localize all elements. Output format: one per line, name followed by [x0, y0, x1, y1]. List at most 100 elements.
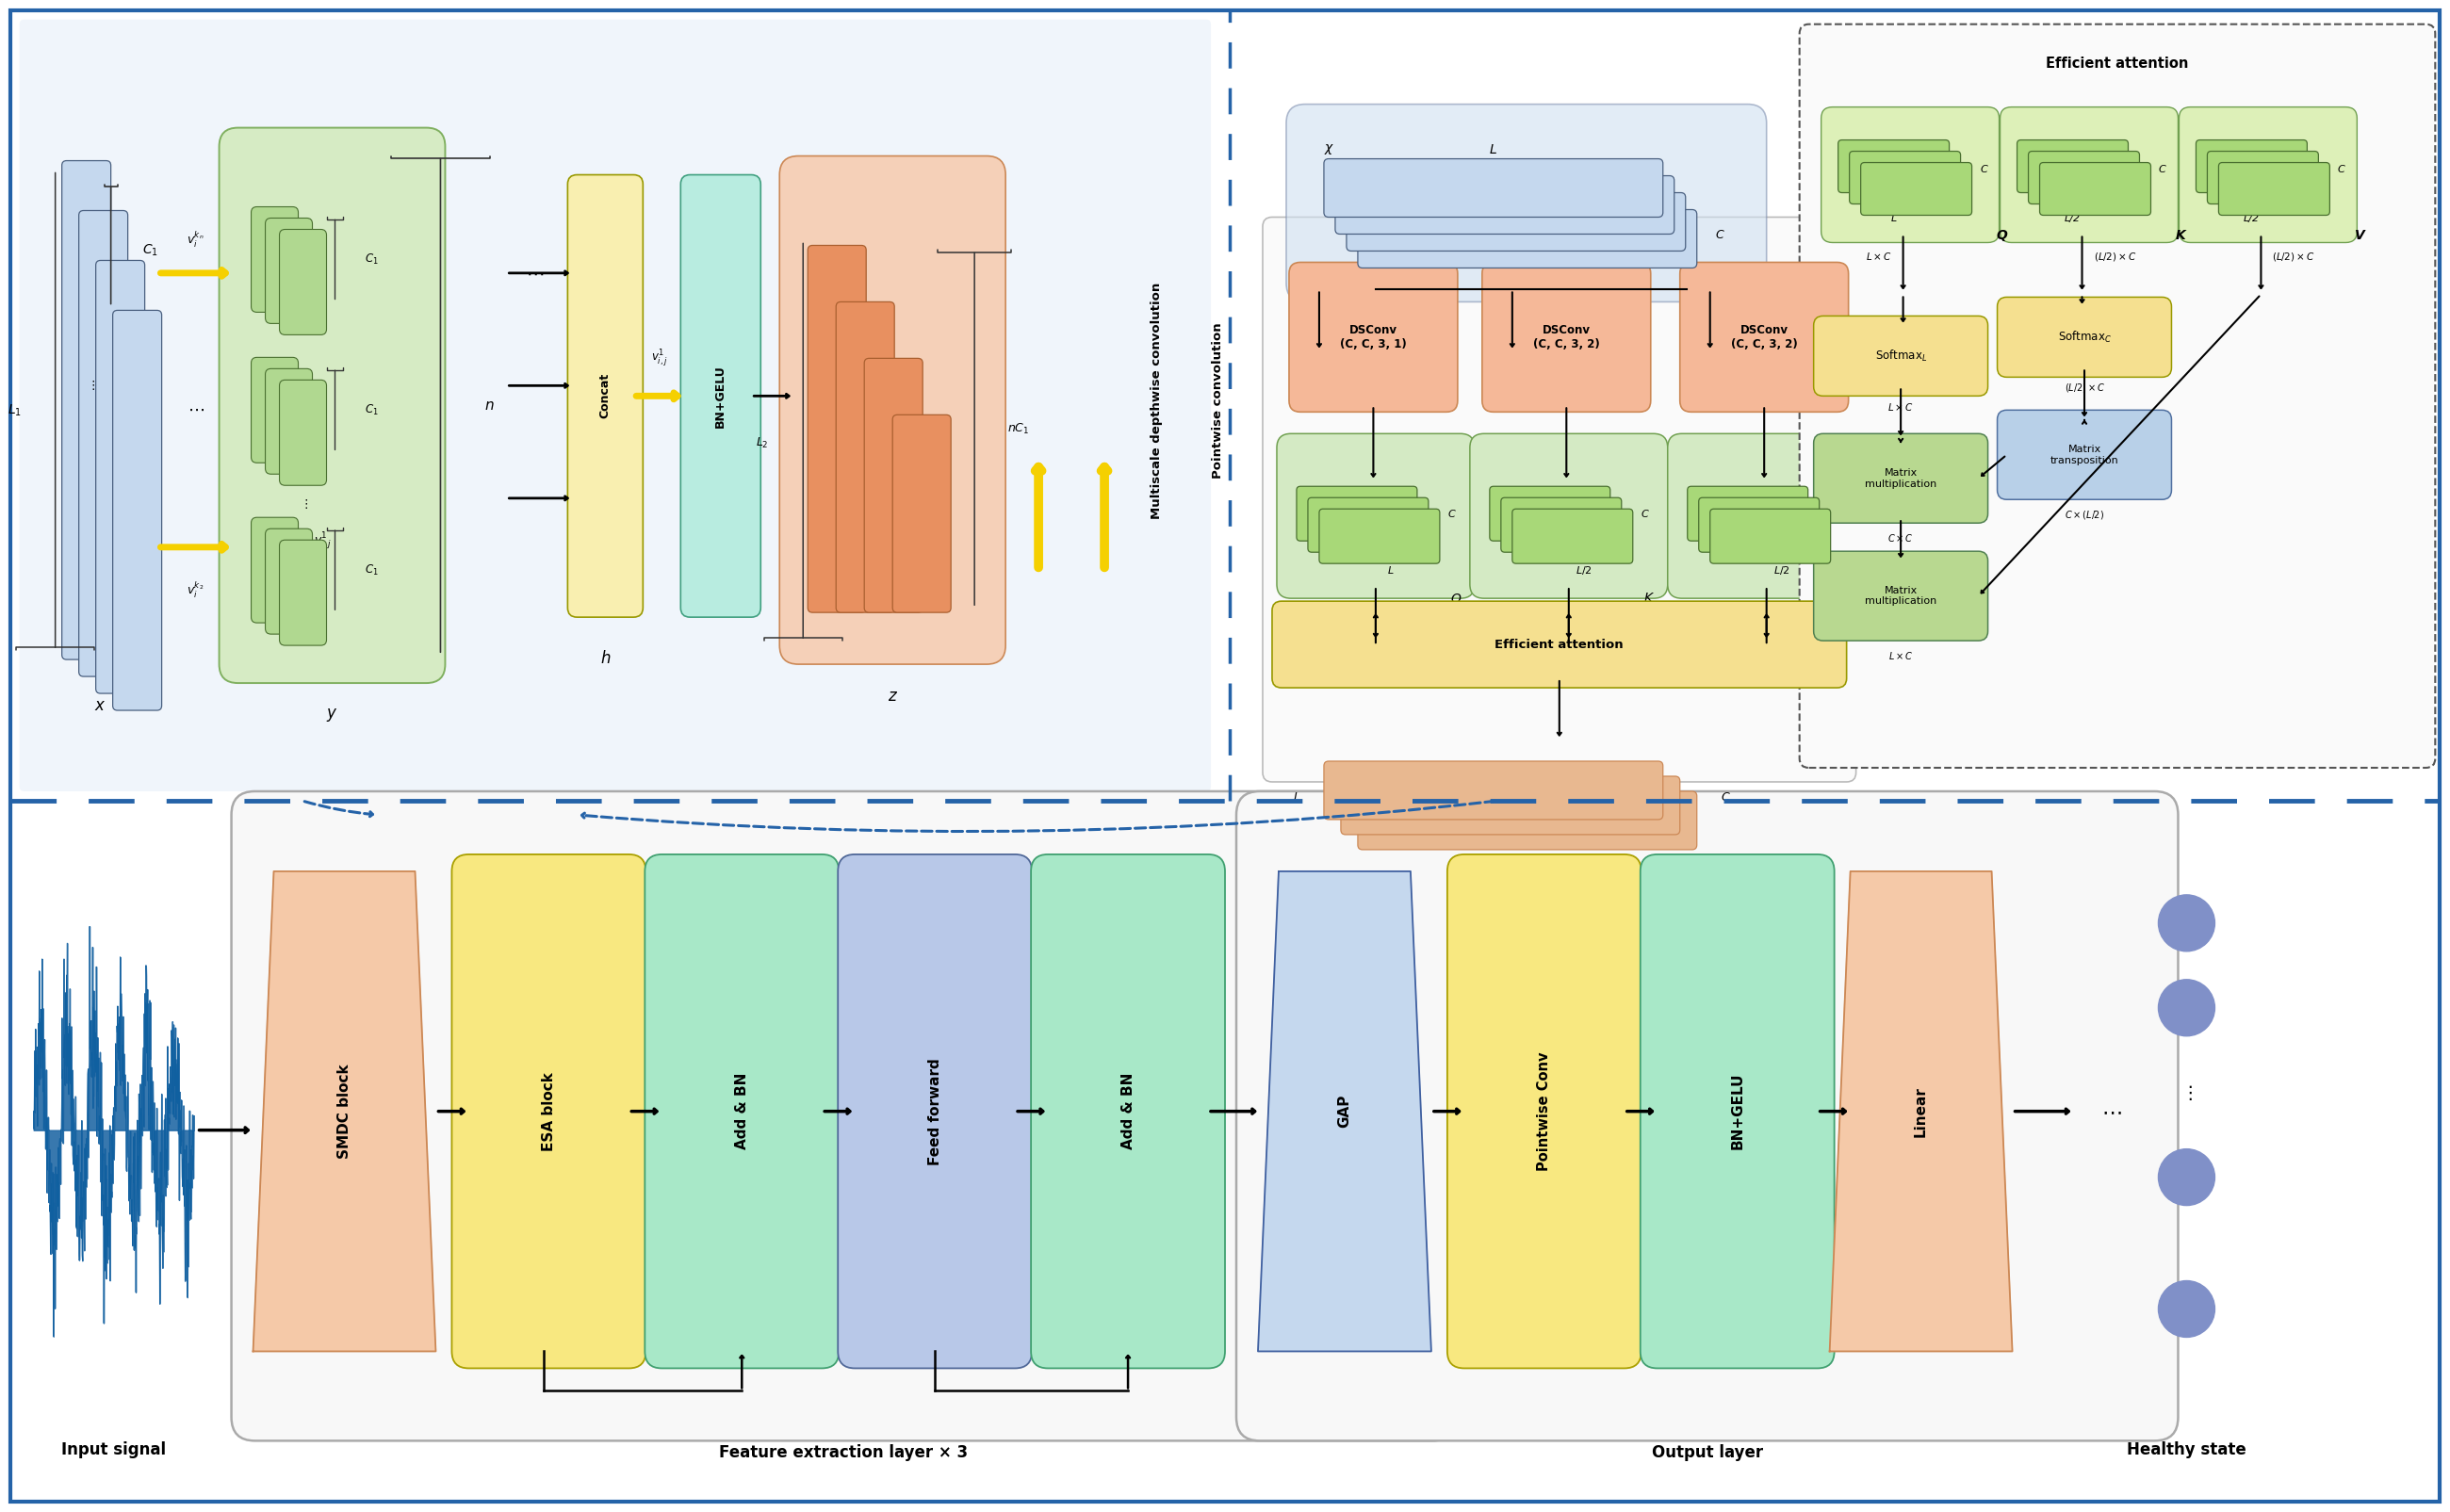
Text: $L_1$: $L_1$	[7, 402, 22, 417]
FancyBboxPatch shape	[2016, 141, 2129, 192]
Text: $\chi$: $\chi$	[1323, 142, 1335, 156]
FancyBboxPatch shape	[20, 20, 1210, 791]
Text: Matrix
multiplication: Matrix multiplication	[1864, 585, 1936, 606]
FancyBboxPatch shape	[252, 517, 299, 623]
Polygon shape	[252, 871, 436, 1352]
Text: $C$: $C$	[1448, 508, 1455, 519]
Text: Pointwise Conv: Pointwise Conv	[1536, 1052, 1551, 1170]
FancyBboxPatch shape	[279, 540, 326, 646]
Text: L: L	[1891, 215, 1896, 224]
FancyBboxPatch shape	[1798, 24, 2435, 768]
Text: K: K	[2176, 230, 2185, 242]
Text: Add & BN: Add & BN	[1122, 1074, 1134, 1149]
Text: $\cdots$: $\cdots$	[186, 402, 203, 419]
FancyBboxPatch shape	[1813, 552, 1987, 641]
FancyBboxPatch shape	[808, 245, 867, 612]
Text: $(L/2) \times C$: $(L/2) \times C$	[2271, 251, 2315, 263]
FancyBboxPatch shape	[2041, 163, 2151, 215]
FancyBboxPatch shape	[252, 207, 299, 311]
FancyBboxPatch shape	[1838, 141, 1950, 192]
FancyBboxPatch shape	[218, 127, 446, 683]
Text: DSConv
(C, C, 3, 1): DSConv (C, C, 3, 1)	[1340, 324, 1406, 351]
FancyBboxPatch shape	[1999, 107, 2178, 242]
FancyBboxPatch shape	[892, 414, 951, 612]
Text: BN+GELU: BN+GELU	[1730, 1074, 1744, 1149]
Text: $h$: $h$	[600, 650, 610, 667]
FancyBboxPatch shape	[1448, 854, 1642, 1368]
Text: $C$: $C$	[1720, 792, 1730, 804]
FancyBboxPatch shape	[1850, 151, 1960, 204]
Text: $K$: $K$	[1644, 591, 1654, 605]
FancyBboxPatch shape	[1308, 497, 1428, 552]
Polygon shape	[1257, 871, 1431, 1352]
FancyBboxPatch shape	[2220, 163, 2330, 215]
FancyBboxPatch shape	[1357, 791, 1698, 850]
FancyBboxPatch shape	[1997, 410, 2171, 499]
Circle shape	[2158, 895, 2215, 951]
FancyBboxPatch shape	[1335, 175, 1673, 234]
Text: Concat: Concat	[600, 373, 612, 419]
FancyBboxPatch shape	[2178, 107, 2357, 242]
FancyBboxPatch shape	[1813, 434, 1987, 523]
Text: Softmax$_C$: Softmax$_C$	[2058, 330, 2112, 345]
Text: ESA block: ESA block	[541, 1072, 556, 1151]
FancyBboxPatch shape	[1997, 298, 2171, 376]
FancyBboxPatch shape	[2207, 151, 2318, 204]
FancyBboxPatch shape	[1813, 316, 1987, 396]
FancyBboxPatch shape	[113, 310, 162, 711]
FancyBboxPatch shape	[1237, 791, 2178, 1441]
Text: Input signal: Input signal	[61, 1441, 167, 1459]
Text: $C$: $C$	[2337, 163, 2347, 174]
Text: $\cdots$: $\cdots$	[2102, 1102, 2122, 1120]
FancyBboxPatch shape	[1323, 761, 1664, 820]
Text: $L$: $L$	[1387, 564, 1394, 576]
FancyBboxPatch shape	[1681, 262, 1847, 411]
FancyBboxPatch shape	[1318, 510, 1441, 564]
Text: $C \times (L/2)$: $C \times (L/2)$	[2065, 510, 2105, 522]
FancyBboxPatch shape	[265, 369, 314, 475]
FancyBboxPatch shape	[2195, 141, 2308, 192]
Text: DSConv
(C, C, 3, 2): DSConv (C, C, 3, 2)	[1534, 324, 1600, 351]
Text: $(L/2) \times C$: $(L/2) \times C$	[2065, 383, 2105, 395]
FancyBboxPatch shape	[1340, 776, 1681, 835]
FancyBboxPatch shape	[230, 791, 1455, 1441]
Circle shape	[2158, 980, 2215, 1036]
FancyBboxPatch shape	[1688, 487, 1808, 541]
FancyBboxPatch shape	[78, 210, 127, 676]
Text: $\vdots$: $\vdots$	[2180, 1083, 2193, 1102]
Text: Add & BN: Add & BN	[735, 1074, 750, 1149]
Text: $x$: $x$	[96, 697, 105, 714]
Text: Pointwise convolution: Pointwise convolution	[1210, 322, 1223, 479]
Text: Q: Q	[1997, 230, 2007, 242]
FancyBboxPatch shape	[838, 854, 1031, 1368]
Text: $L/2$: $L/2$	[1575, 564, 1592, 576]
FancyBboxPatch shape	[1710, 510, 1830, 564]
Text: $L \times C$: $L \times C$	[1886, 402, 1913, 413]
Text: SMDC block: SMDC block	[338, 1064, 350, 1158]
Text: $\cdots$: $\cdots$	[527, 265, 544, 283]
FancyBboxPatch shape	[1289, 262, 1458, 411]
Text: $z$: $z$	[887, 688, 897, 705]
Text: Linear: Linear	[1913, 1086, 1928, 1137]
Text: $\vdots$: $\vdots$	[299, 497, 309, 511]
Text: $v_i^{k_n}$: $v_i^{k_n}$	[186, 230, 203, 249]
Text: $V$: $V$	[1840, 591, 1852, 605]
FancyBboxPatch shape	[279, 230, 326, 334]
Text: $L$: $L$	[1490, 142, 1497, 156]
Text: Efficient attention: Efficient attention	[2046, 56, 2188, 71]
Text: $C$: $C$	[1980, 163, 1989, 174]
FancyBboxPatch shape	[681, 175, 760, 617]
FancyBboxPatch shape	[2029, 151, 2139, 204]
Text: $(L/2) \times C$: $(L/2) \times C$	[2092, 251, 2136, 263]
Text: Softmax$_L$: Softmax$_L$	[1874, 348, 1926, 363]
Text: $C_1$: $C_1$	[365, 404, 380, 417]
Circle shape	[2158, 1281, 2215, 1337]
Text: $\vdots$: $\vdots$	[86, 380, 96, 392]
FancyBboxPatch shape	[265, 529, 314, 634]
FancyBboxPatch shape	[1512, 510, 1632, 564]
Text: $C_1$: $C_1$	[365, 562, 380, 578]
Text: $C \times C$: $C \times C$	[1889, 532, 1913, 544]
FancyBboxPatch shape	[1860, 163, 1972, 215]
FancyBboxPatch shape	[779, 156, 1004, 664]
FancyBboxPatch shape	[1348, 192, 1686, 251]
